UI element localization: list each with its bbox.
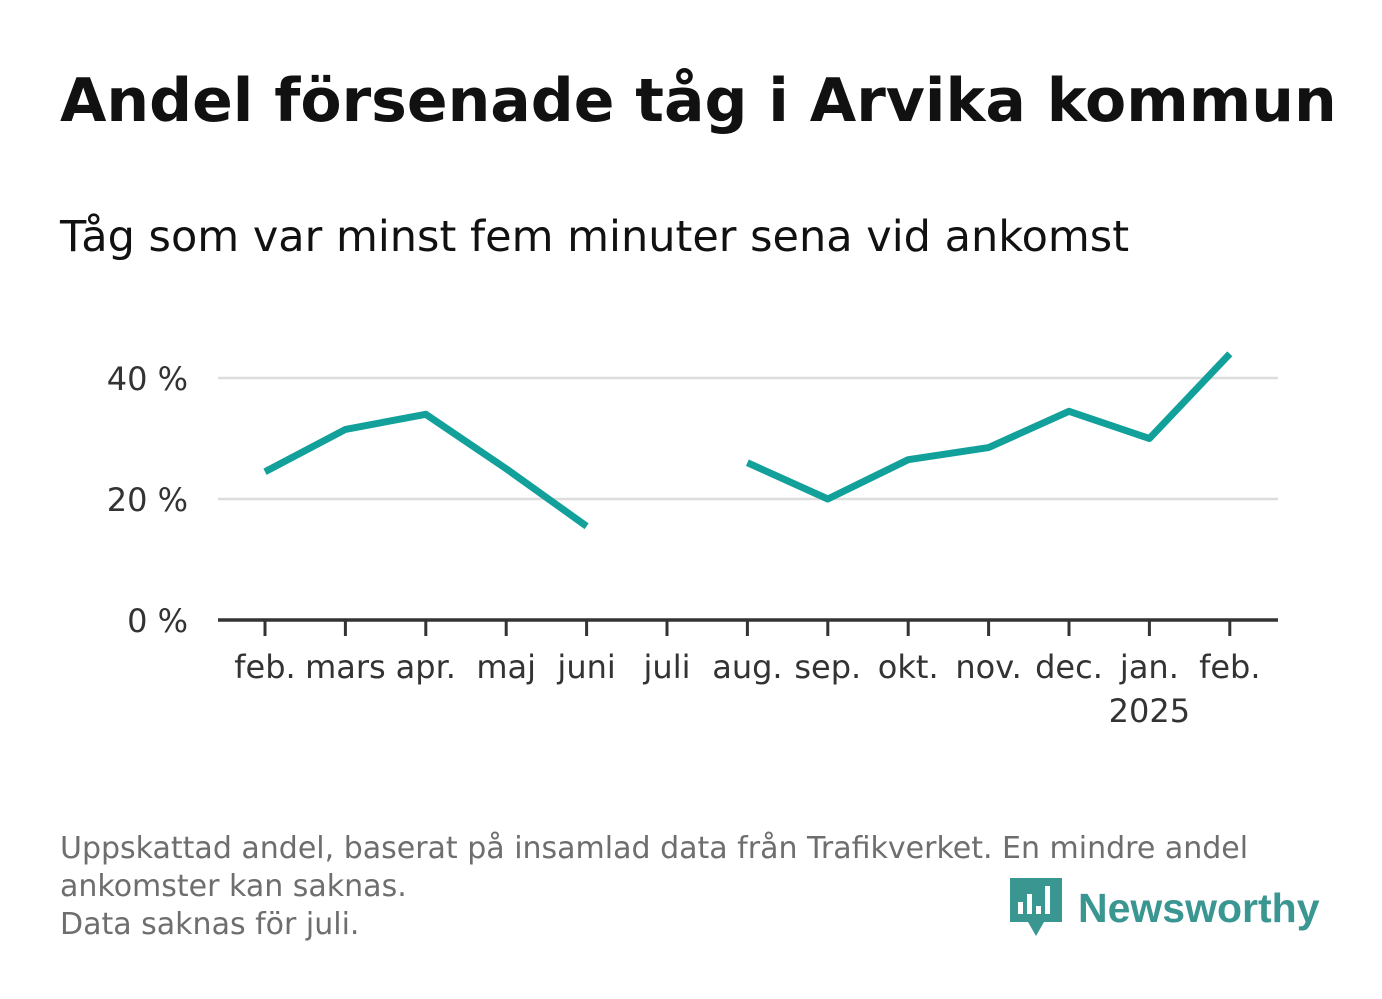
x-tick-label: apr. — [396, 648, 456, 686]
x-tick-label: jan. — [1119, 648, 1179, 686]
newsworthy-logo-icon — [1010, 878, 1062, 936]
x-tick-label: juni — [556, 648, 615, 686]
x-tick-label: aug. — [712, 648, 782, 686]
x-tick-label: juli — [643, 648, 691, 686]
brand: Newsworthy — [1010, 878, 1320, 938]
footnote-line: Uppskattad andel, baserat på insamlad da… — [60, 831, 1249, 866]
x-tick-label: feb. — [1199, 648, 1260, 686]
footnote-line: ankomster kan saknas. — [60, 869, 407, 904]
chart-title: Andel försenade tåg i Arvika kommun — [60, 66, 1337, 136]
x-tick-label: sep. — [794, 648, 861, 686]
footnote: Uppskattad andel, baserat på insamlad da… — [60, 830, 1320, 944]
footnote-line: Data saknas för juli. — [60, 907, 360, 942]
x-year-label: 2025 — [1109, 692, 1190, 730]
x-tick-label: maj — [476, 648, 536, 686]
y-tick-label: 20 % — [107, 481, 188, 519]
chart-subtitle: Tåg som var minst fem minuter sena vid a… — [60, 212, 1130, 262]
x-tick-label: mars — [305, 648, 386, 686]
series-line — [263, 410, 589, 530]
x-tick-label: feb. — [234, 648, 295, 686]
y-tick-label: 0 % — [127, 602, 188, 640]
line-chart: 0 % 20 % 40 % feb. mars apr. maj juni juli aug. se… — [107, 351, 1278, 730]
y-tick-label: 40 % — [107, 360, 188, 398]
x-tick-label: dec. — [1035, 648, 1103, 686]
brand-name: Newsworthy — [1078, 884, 1320, 931]
series-line — [745, 351, 1233, 503]
x-tick-label: nov. — [955, 648, 1021, 686]
x-tick-label: okt. — [878, 648, 939, 686]
